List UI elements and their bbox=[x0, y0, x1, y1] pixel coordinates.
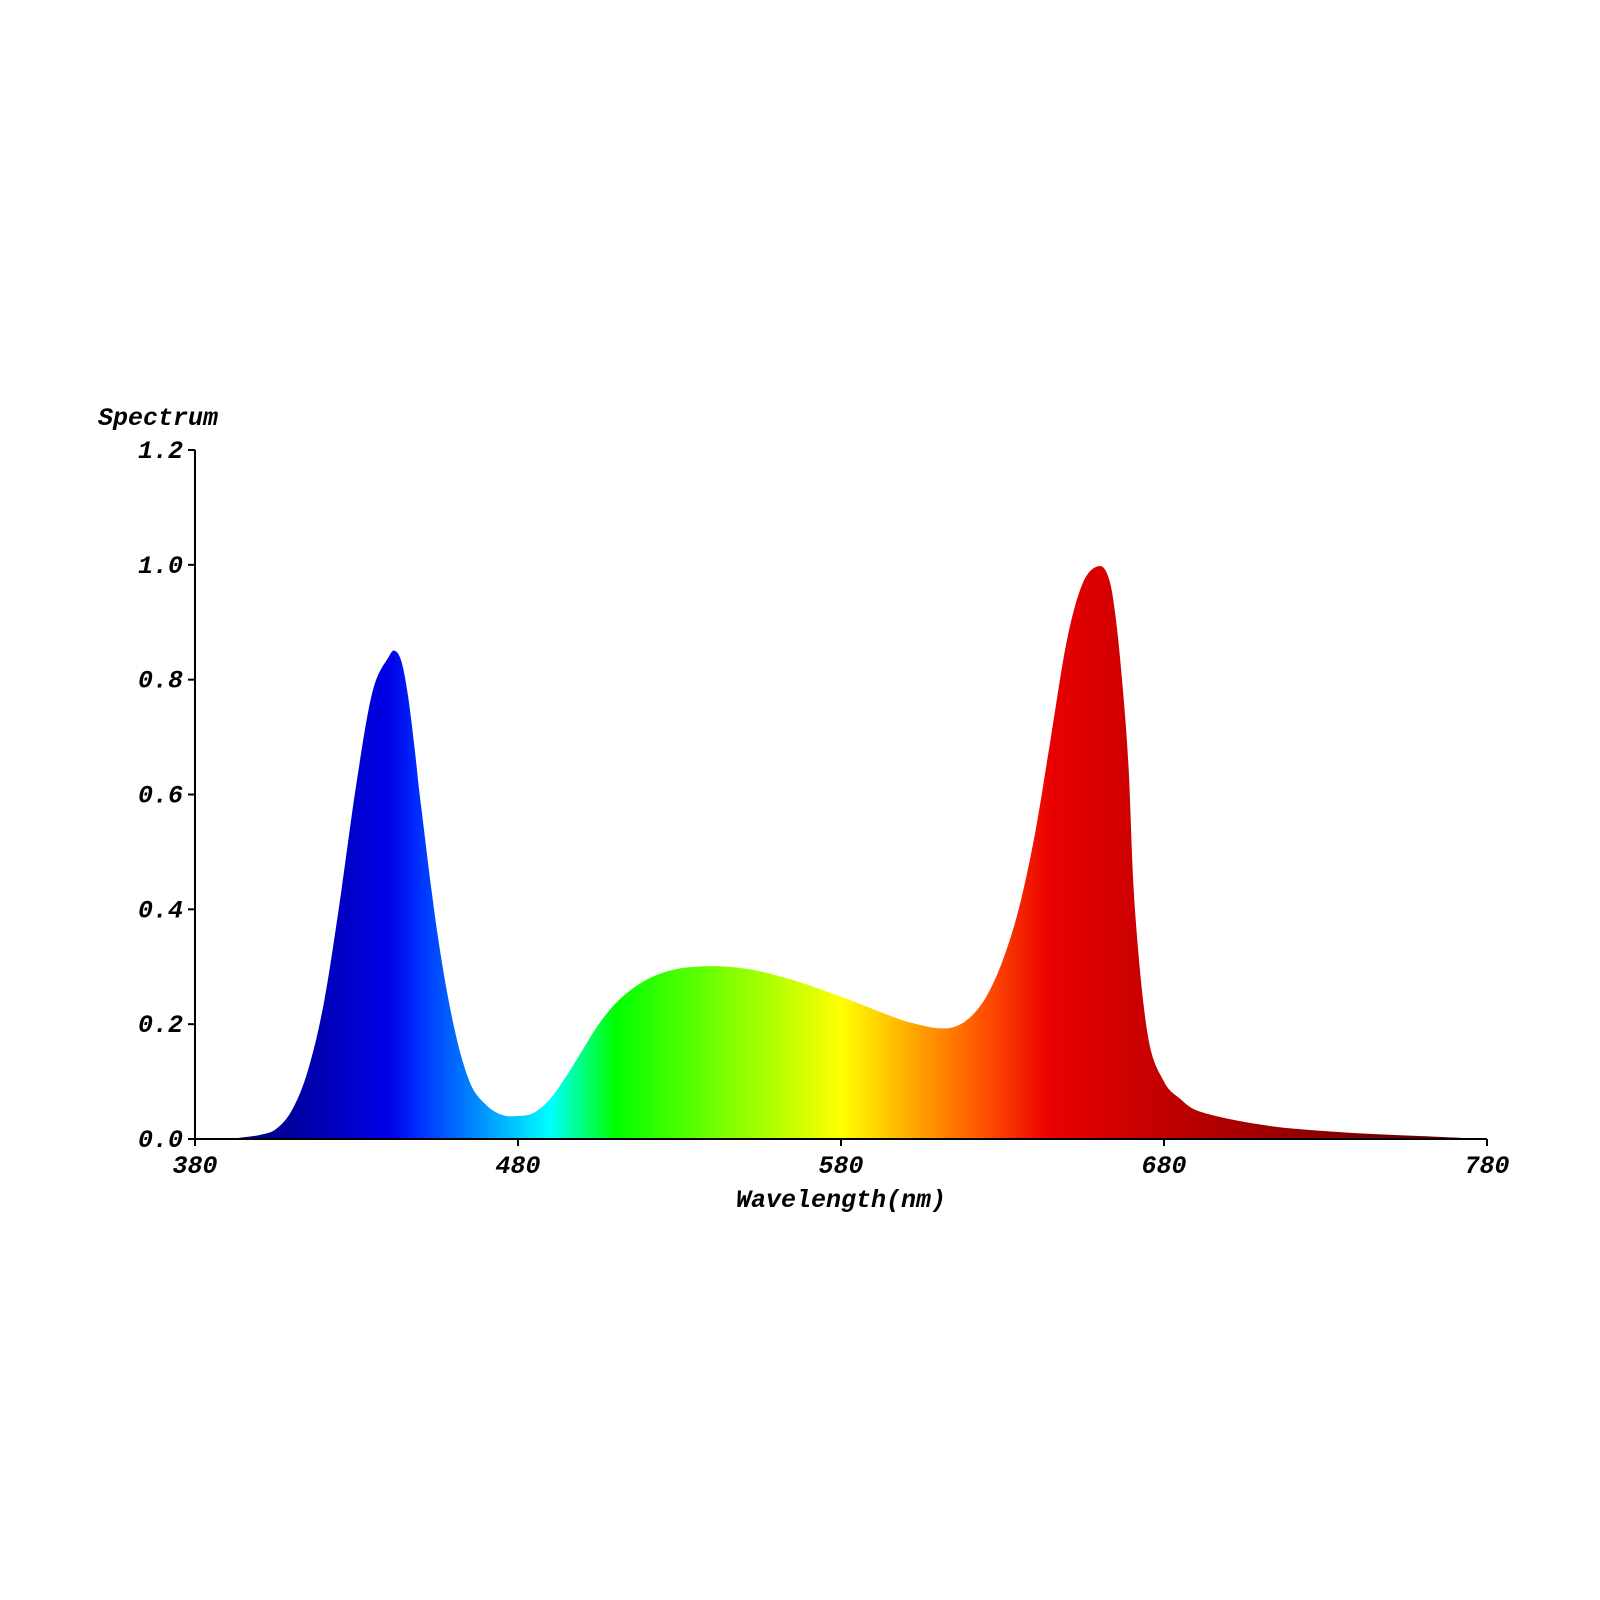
x-tick-label: 480 bbox=[495, 1152, 540, 1181]
y-tick-label: 0.0 bbox=[138, 1126, 183, 1155]
y-tick-label: 0.2 bbox=[138, 1011, 183, 1040]
y-tick-label: 1.0 bbox=[138, 552, 183, 581]
spectrum-area bbox=[195, 565, 1487, 1139]
y-tick-label: 0.4 bbox=[138, 896, 183, 925]
x-axis-title: Wavelength(nm) bbox=[736, 1186, 946, 1215]
x-tick-label: 680 bbox=[1141, 1152, 1186, 1181]
x-tick-label: 580 bbox=[818, 1152, 863, 1181]
x-tick-label: 380 bbox=[172, 1152, 217, 1181]
x-ticks: 380 480 580 680 780 bbox=[172, 1139, 1510, 1181]
plot-area bbox=[195, 565, 1487, 1139]
y-tick-label: 1.2 bbox=[138, 437, 183, 466]
y-tick-label: 0.6 bbox=[138, 782, 183, 811]
y-axis-title: Spectrum bbox=[98, 404, 218, 433]
x-tick-label: 780 bbox=[1464, 1152, 1509, 1181]
y-tick-label: 0.8 bbox=[138, 667, 183, 696]
y-ticks: 0.0 0.2 0.4 0.6 0.8 1.0 1.2 bbox=[138, 437, 195, 1155]
